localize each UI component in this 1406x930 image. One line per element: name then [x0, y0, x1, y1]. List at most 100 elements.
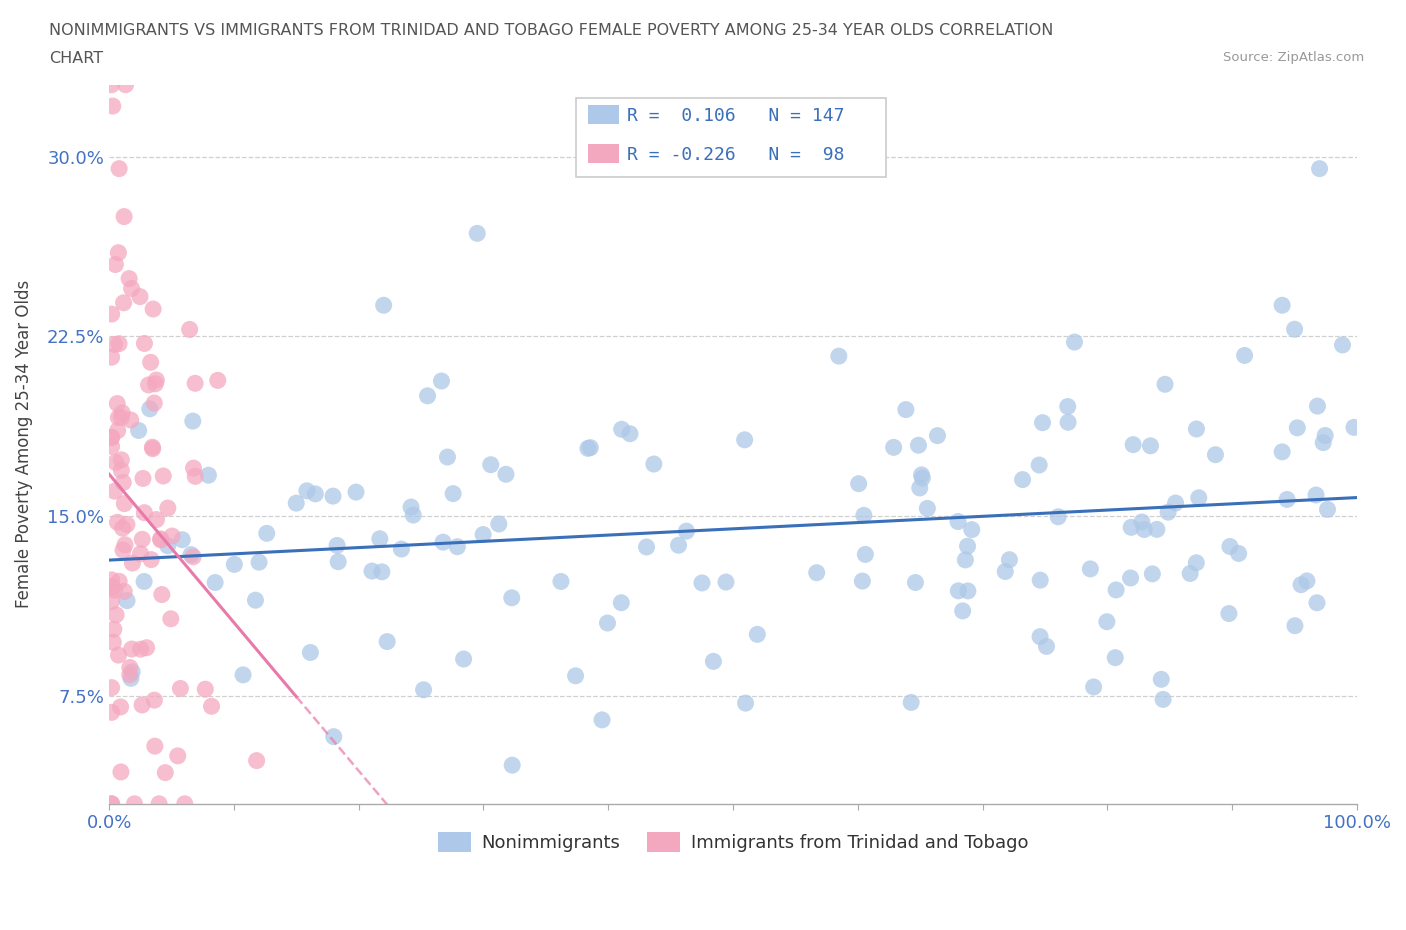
Text: R =  0.106   N = 147: R = 0.106 N = 147: [627, 107, 845, 125]
Point: [1309, 161, 1331, 176]
Point: [110, 764, 132, 779]
Point: [100, 594, 122, 609]
Point: [114, 538, 136, 552]
Point: [100, 573, 122, 588]
Point: [1305, 487, 1327, 502]
Point: [361, 564, 384, 578]
Point: [436, 449, 458, 464]
Point: [479, 458, 502, 472]
Point: [115, 593, 138, 608]
Point: [120, 671, 142, 685]
Point: [1218, 606, 1240, 621]
Point: [446, 539, 468, 554]
Point: [149, 532, 172, 547]
Point: [173, 796, 195, 811]
Point: [100, 430, 122, 445]
Point: [142, 441, 165, 456]
Point: [1284, 618, 1306, 633]
Point: [1289, 578, 1312, 592]
Point: [998, 552, 1021, 567]
Point: [247, 555, 270, 570]
Point: [103, 622, 125, 637]
Point: [1057, 415, 1080, 430]
Point: [179, 322, 201, 337]
Legend: Nonimmigrants, Immigrants from Trinidad and Tobago: Nonimmigrants, Immigrants from Trinidad …: [430, 825, 1035, 859]
Point: [112, 584, 135, 599]
Point: [107, 423, 129, 438]
Point: [121, 642, 143, 657]
Point: [104, 455, 127, 470]
Point: [1119, 570, 1142, 585]
Point: [245, 592, 267, 607]
Point: [121, 555, 143, 570]
Point: [1306, 399, 1329, 414]
Point: [806, 565, 828, 580]
Point: [1142, 566, 1164, 581]
Point: [960, 522, 983, 537]
Point: [114, 77, 136, 92]
Point: [550, 574, 572, 589]
Point: [952, 604, 974, 618]
Point: [375, 634, 398, 649]
Point: [1185, 421, 1208, 436]
Point: [1204, 447, 1226, 462]
Point: [132, 471, 155, 485]
Point: [948, 583, 970, 598]
Point: [200, 698, 222, 713]
Point: [1227, 546, 1250, 561]
Point: [596, 616, 619, 631]
Point: [1306, 595, 1329, 610]
Point: [994, 565, 1017, 579]
Point: [155, 765, 177, 780]
Point: [848, 476, 870, 491]
Point: [101, 579, 124, 594]
Point: [101, 99, 124, 113]
Point: [110, 410, 132, 425]
Point: [1011, 472, 1033, 487]
Point: [110, 699, 132, 714]
Point: [1104, 650, 1126, 665]
Point: [131, 532, 153, 547]
Point: [100, 77, 122, 92]
Point: [105, 396, 128, 411]
Point: [141, 552, 163, 567]
Point: [441, 486, 464, 501]
Point: [956, 538, 979, 553]
Point: [579, 440, 602, 455]
Point: [141, 440, 163, 455]
Point: [1233, 348, 1256, 363]
Point: [852, 508, 875, 523]
Point: [135, 640, 157, 655]
Point: [121, 664, 143, 679]
Point: [142, 301, 165, 316]
Point: [576, 441, 599, 456]
Point: [734, 696, 756, 711]
Point: [207, 373, 229, 388]
Point: [150, 587, 173, 602]
Point: [322, 729, 344, 744]
Point: [100, 430, 122, 445]
Point: [344, 485, 367, 499]
Point: [956, 583, 979, 598]
Point: [145, 377, 167, 392]
Point: [322, 488, 344, 503]
Point: [299, 645, 322, 660]
Point: [610, 595, 633, 610]
Point: [304, 486, 326, 501]
Point: [1178, 566, 1201, 581]
Point: [143, 693, 166, 708]
Point: [160, 528, 183, 543]
Point: [1316, 502, 1339, 517]
Point: [184, 469, 207, 484]
Point: [134, 505, 156, 520]
Point: [285, 496, 308, 511]
Point: [156, 538, 179, 553]
Point: [232, 668, 254, 683]
Point: [111, 405, 134, 420]
Point: [1056, 399, 1078, 414]
Point: [453, 652, 475, 667]
Point: [488, 516, 510, 531]
Point: [907, 438, 929, 453]
Point: [1219, 539, 1241, 554]
Point: [112, 209, 135, 224]
